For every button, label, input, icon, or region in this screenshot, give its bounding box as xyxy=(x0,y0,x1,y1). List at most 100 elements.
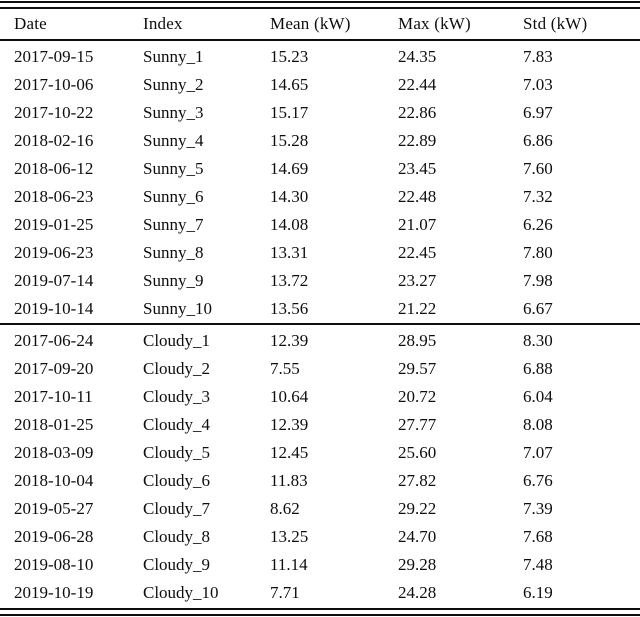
cell-std-kw: 7.32 xyxy=(523,187,553,206)
cell-index: Sunny_1 xyxy=(143,47,204,66)
table-row: 2018-06-12 Sunny_5 14.69 23.45 7.60 xyxy=(0,155,640,183)
cell-max-kw: 22.86 xyxy=(398,103,437,122)
cell-mean-kw: 8.62 xyxy=(270,499,300,518)
cell-mean-kw: 14.65 xyxy=(270,75,309,94)
cell-std-kw: 8.08 xyxy=(523,415,553,434)
cell-max-kw: 22.45 xyxy=(398,243,437,262)
cell-std-kw: 6.76 xyxy=(523,471,553,490)
cell-index: Cloudy_3 xyxy=(143,387,211,406)
table-row: 2019-10-14 Sunny_10 13.56 21.22 6.67 xyxy=(0,295,640,324)
table-row: 2018-03-09 Cloudy_5 12.45 25.60 7.07 xyxy=(0,439,640,467)
cell-date: 2018-03-09 xyxy=(14,443,94,462)
cell-max-kw: 29.22 xyxy=(398,499,437,518)
cell-index: Cloudy_10 xyxy=(143,583,219,602)
cell-index: Cloudy_4 xyxy=(143,415,211,434)
cell-index: Sunny_7 xyxy=(143,215,204,234)
cell-std-kw: 6.97 xyxy=(523,103,553,122)
table-group-cloudy: 2017-06-24 Cloudy_1 12.39 28.95 8.30 2017-09-… xyxy=(0,324,640,607)
cell-date: 2018-06-12 xyxy=(14,159,94,178)
cell-std-kw: 7.48 xyxy=(523,555,553,574)
cell-date: 2019-10-14 xyxy=(14,299,94,318)
cell-mean-kw: 13.56 xyxy=(270,299,309,318)
table-row: 2017-06-24 Cloudy_1 12.39 28.95 8.30 xyxy=(0,324,640,355)
cell-max-kw: 25.60 xyxy=(398,443,437,462)
cell-date: 2017-10-06 xyxy=(14,75,94,94)
table-row: 2019-10-19 Cloudy_10 7.71 24.28 6.19 xyxy=(0,579,640,607)
cell-mean-kw: 12.39 xyxy=(270,415,309,434)
table-row: 2019-08-10 Cloudy_9 11.14 29.28 7.48 xyxy=(0,551,640,579)
measurements-table: Date Index Mean (kW) Max (kW) Std (kW) 2… xyxy=(0,9,640,607)
cell-index: Sunny_2 xyxy=(143,75,204,94)
cell-index: Cloudy_6 xyxy=(143,471,211,490)
cell-std-kw: 6.88 xyxy=(523,359,553,378)
cell-max-kw: 21.07 xyxy=(398,215,437,234)
cell-mean-kw: 12.39 xyxy=(270,331,309,350)
cell-mean-kw: 13.25 xyxy=(270,527,309,546)
table-row: 2017-10-11 Cloudy_3 10.64 20.72 6.04 xyxy=(0,383,640,411)
cell-max-kw: 29.57 xyxy=(398,359,437,378)
cell-date: 2019-05-27 xyxy=(14,499,94,518)
cell-date: 2019-10-19 xyxy=(14,583,94,602)
cell-mean-kw: 15.23 xyxy=(270,47,309,66)
table-bottom-double-rule xyxy=(0,608,640,616)
cell-mean-kw: 7.71 xyxy=(270,583,300,602)
column-header-max-kw: Max (kW) xyxy=(398,9,523,41)
cell-std-kw: 7.60 xyxy=(523,159,553,178)
table-row: 2017-10-22 Sunny_3 15.17 22.86 6.97 xyxy=(0,99,640,127)
cell-index: Cloudy_5 xyxy=(143,443,211,462)
cell-mean-kw: 14.30 xyxy=(270,187,309,206)
table-row: 2019-05-27 Cloudy_7 8.62 29.22 7.39 xyxy=(0,495,640,523)
cell-mean-kw: 14.08 xyxy=(270,215,309,234)
cell-mean-kw: 10.64 xyxy=(270,387,309,406)
cell-max-kw: 22.48 xyxy=(398,187,437,206)
cell-std-kw: 6.04 xyxy=(523,387,553,406)
cell-date: 2019-06-28 xyxy=(14,527,94,546)
cell-date: 2018-10-04 xyxy=(14,471,94,490)
table-group-sunny: 2017-09-15 Sunny_1 15.23 24.35 7.83 2017-10-0… xyxy=(0,40,640,324)
cell-index: Sunny_3 xyxy=(143,103,204,122)
table-row: 2018-10-04 Cloudy_6 11.83 27.82 6.76 xyxy=(0,467,640,495)
table-top-double-rule xyxy=(0,1,640,9)
cell-index: Cloudy_2 xyxy=(143,359,211,378)
table-row: 2018-06-23 Sunny_6 14.30 22.48 7.32 xyxy=(0,183,640,211)
cell-date: 2018-02-16 xyxy=(14,131,94,150)
cell-std-kw: 6.86 xyxy=(523,131,553,150)
cell-max-kw: 23.27 xyxy=(398,271,437,290)
table-header-row: Date Index Mean (kW) Max (kW) Std (kW) xyxy=(0,9,640,41)
cell-mean-kw: 11.14 xyxy=(270,555,308,574)
column-header-index: Index xyxy=(143,9,270,41)
cell-std-kw: 7.83 xyxy=(523,47,553,66)
cell-std-kw: 7.98 xyxy=(523,271,553,290)
table-row: 2019-06-28 Cloudy_8 13.25 24.70 7.68 xyxy=(0,523,640,551)
cell-index: Sunny_10 xyxy=(143,299,212,318)
cell-std-kw: 7.07 xyxy=(523,443,553,462)
table-row: 2019-06-23 Sunny_8 13.31 22.45 7.80 xyxy=(0,239,640,267)
cell-max-kw: 24.70 xyxy=(398,527,437,546)
cell-mean-kw: 11.83 xyxy=(270,471,308,490)
cell-mean-kw: 15.28 xyxy=(270,131,309,150)
cell-date: 2017-06-24 xyxy=(14,331,94,350)
cell-std-kw: 6.26 xyxy=(523,215,553,234)
cell-date: 2019-01-25 xyxy=(14,215,94,234)
cell-std-kw: 6.19 xyxy=(523,583,553,602)
cell-date: 2018-01-25 xyxy=(14,415,94,434)
table-row: 2017-10-06 Sunny_2 14.65 22.44 7.03 xyxy=(0,71,640,99)
cell-index: Sunny_8 xyxy=(143,243,204,262)
table-row: 2019-01-25 Sunny_7 14.08 21.07 6.26 xyxy=(0,211,640,239)
table-header: Date Index Mean (kW) Max (kW) Std (kW) xyxy=(0,9,640,41)
cell-mean-kw: 14.69 xyxy=(270,159,309,178)
cell-date: 2017-10-11 xyxy=(14,387,93,406)
cell-max-kw: 27.82 xyxy=(398,471,437,490)
column-header-mean-kw: Mean (kW) xyxy=(270,9,398,41)
cell-date: 2019-08-10 xyxy=(14,555,94,574)
cell-max-kw: 29.28 xyxy=(398,555,437,574)
cell-mean-kw: 15.17 xyxy=(270,103,309,122)
table-row: 2017-09-20 Cloudy_2 7.55 29.57 6.88 xyxy=(0,355,640,383)
cell-std-kw: 7.80 xyxy=(523,243,553,262)
cell-max-kw: 24.35 xyxy=(398,47,437,66)
cell-mean-kw: 12.45 xyxy=(270,443,309,462)
cell-date: 2017-09-20 xyxy=(14,359,94,378)
cell-index: Sunny_4 xyxy=(143,131,204,150)
cell-max-kw: 24.28 xyxy=(398,583,437,602)
